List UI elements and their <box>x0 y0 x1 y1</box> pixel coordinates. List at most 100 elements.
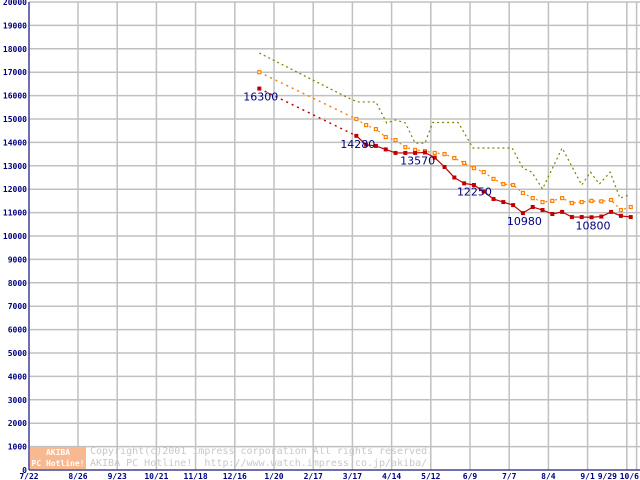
x-tick-label: 8/26 <box>68 472 87 480</box>
url-line: AKIBA PC Hotline! http://www.watch.impre… <box>90 458 428 469</box>
y-tick-label: 3000 <box>8 396 27 405</box>
y-tick-label: 18000 <box>3 45 27 54</box>
series-average-point <box>442 152 447 157</box>
data-label: 12250 <box>457 185 492 198</box>
x-tick-label: 6/9 <box>463 472 478 480</box>
series-low-point <box>540 208 545 213</box>
x-tick-label: 10/6 <box>620 472 639 480</box>
series-low-point <box>481 189 486 194</box>
series-low-point <box>403 150 408 155</box>
x-tick-label: 1/20 <box>264 472 283 480</box>
series-low-point <box>432 155 437 160</box>
series-average-point <box>520 190 526 196</box>
series-average-point <box>530 195 535 201</box>
x-tick-label: 9/23 <box>108 472 127 480</box>
series-average-line <box>356 118 631 211</box>
series-average-point <box>628 204 633 210</box>
y-tick-label: 13000 <box>3 162 27 171</box>
y-tick-label: 11000 <box>3 209 27 218</box>
series-low-point <box>579 215 584 220</box>
series-low-point <box>560 209 565 214</box>
series-high-line <box>259 52 629 199</box>
y-tick-label: 5000 <box>8 349 27 358</box>
x-tick-label: 4/14 <box>382 472 401 480</box>
series-low-point <box>589 215 594 220</box>
y-tick-label: 8000 <box>8 279 27 288</box>
x-tick-label: 7/7 <box>502 472 517 480</box>
series-average-point <box>462 160 467 166</box>
series-low-point <box>599 214 604 219</box>
series-average-point <box>550 198 555 203</box>
series-average-point <box>618 207 624 213</box>
series-low-point <box>491 197 496 202</box>
series-average-point <box>540 199 545 205</box>
series-average-point <box>511 182 516 188</box>
series-average-point <box>403 144 408 150</box>
x-tick-label: 9/1 <box>580 472 595 480</box>
series-average-point <box>579 199 584 205</box>
data-label: 10800 <box>576 219 611 232</box>
series-average-point <box>599 199 604 204</box>
series-low-point <box>354 133 359 138</box>
series-average-point <box>432 150 437 156</box>
y-tick-label: 9000 <box>8 255 27 264</box>
y-tick-label: 14000 <box>3 138 27 147</box>
series-low-point <box>462 181 467 186</box>
y-tick-label: 20000 <box>3 0 27 7</box>
series-average-point <box>491 176 496 182</box>
x-tick-label: 3/17 <box>343 472 362 480</box>
series-average-point <box>393 137 398 143</box>
series-average-point <box>452 155 457 161</box>
series-low-point <box>609 209 614 214</box>
series-average-point <box>501 181 506 187</box>
series-low-point <box>520 211 525 216</box>
x-tick-label: 9/29 <box>598 472 617 480</box>
series-average-point <box>471 166 477 171</box>
series-low-point <box>511 203 516 208</box>
series-low-point <box>569 215 574 220</box>
y-tick-label: 4000 <box>8 372 27 381</box>
series-low-point <box>452 175 457 180</box>
series-low-point <box>373 143 378 148</box>
y-tick-label: 19000 <box>3 21 27 30</box>
x-tick-label: 5/12 <box>421 472 440 480</box>
series-average-point <box>257 70 262 75</box>
series-average-point <box>609 197 614 203</box>
series-low-point <box>628 215 633 220</box>
series-average-point <box>354 116 359 122</box>
data-label: 16300 <box>243 91 278 104</box>
series-low-point <box>364 142 369 147</box>
y-tick-label: 10000 <box>3 232 27 241</box>
series-low-point <box>501 200 506 205</box>
series-low-point <box>393 150 398 155</box>
series-low-point <box>471 182 476 187</box>
y-tick-label: 12000 <box>3 185 27 194</box>
series-average-point <box>560 195 565 201</box>
series-low-point <box>550 212 555 217</box>
y-tick-label: 16000 <box>3 92 27 101</box>
series-low-point <box>618 213 623 218</box>
data-label: 13570 <box>400 154 435 167</box>
series-low-point <box>413 150 418 155</box>
data-label: 10980 <box>507 215 542 228</box>
series-average-point <box>364 122 369 128</box>
x-tick-label: 8/4 <box>541 472 556 480</box>
x-tick-label: 12/16 <box>223 472 247 480</box>
series-average-point <box>373 126 379 132</box>
series-average-point <box>383 134 388 140</box>
logo-bottom: PC Hotline! <box>31 459 85 468</box>
y-tick-label: 17000 <box>3 68 27 77</box>
y-tick-label: 1000 <box>8 443 27 452</box>
y-tick-label: 7000 <box>8 302 27 311</box>
akiba-logo: AKIBA PC Hotline! <box>30 447 86 469</box>
copyright-watermark: Copyright(c)2001 impress corporation All… <box>90 446 433 470</box>
series-low-point <box>257 86 262 91</box>
series-average-point <box>481 170 486 175</box>
y-tick-label: 6000 <box>8 326 27 335</box>
x-tick-label: 2/17 <box>304 472 323 480</box>
x-tick-label: 11/18 <box>184 472 208 480</box>
x-tick-label: 10/21 <box>144 472 168 480</box>
copyright-line: Copyright(c)2001 impress corporation All… <box>90 446 434 457</box>
x-tick-label: 7/22 <box>19 472 38 480</box>
y-tick-label: 15000 <box>3 115 27 124</box>
